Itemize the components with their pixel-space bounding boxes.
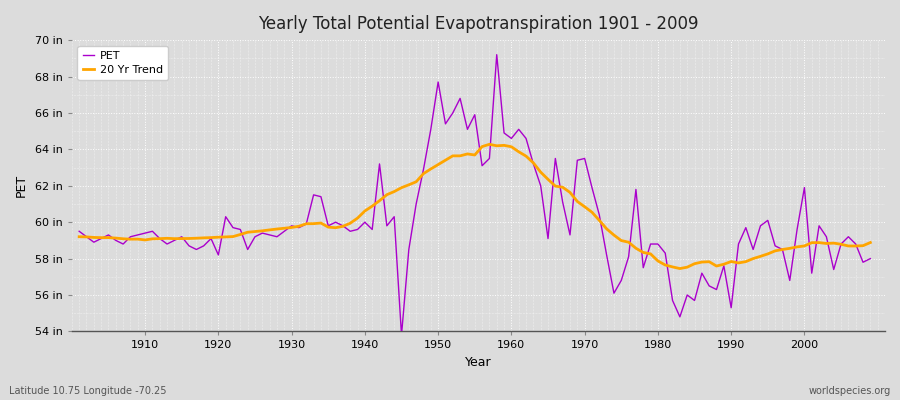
PET (865, 256, 876, 261)
Text: Latitude 10.75 Longitude -70.25: Latitude 10.75 Longitude -70.25 (9, 386, 166, 396)
20 Yr Trend (506, 144, 517, 149)
PET (396, 333, 407, 338)
PET (491, 52, 502, 57)
PET (608, 291, 619, 296)
PET (132, 232, 143, 237)
20 Yr Trend (293, 224, 304, 229)
20 Yr Trend (484, 142, 495, 147)
20 Yr Trend (674, 266, 685, 271)
20 Yr Trend (338, 224, 348, 229)
20 Yr Trend (132, 237, 143, 242)
Y-axis label: PET: PET (15, 174, 28, 197)
Line: PET: PET (79, 55, 870, 335)
PET (74, 229, 85, 234)
Legend: PET, 20 Yr Trend: PET, 20 Yr Trend (77, 46, 168, 80)
PET (338, 224, 348, 228)
Text: worldspecies.org: worldspecies.org (809, 386, 891, 396)
X-axis label: Year: Year (465, 356, 491, 369)
Title: Yearly Total Potential Evapotranspiration 1901 - 2009: Yearly Total Potential Evapotranspiratio… (258, 15, 698, 33)
PET (520, 136, 531, 141)
PET (513, 127, 524, 132)
Line: 20 Yr Trend: 20 Yr Trend (79, 144, 870, 268)
20 Yr Trend (513, 149, 524, 154)
20 Yr Trend (865, 240, 876, 245)
20 Yr Trend (601, 226, 612, 231)
20 Yr Trend (74, 234, 85, 239)
PET (293, 225, 304, 230)
